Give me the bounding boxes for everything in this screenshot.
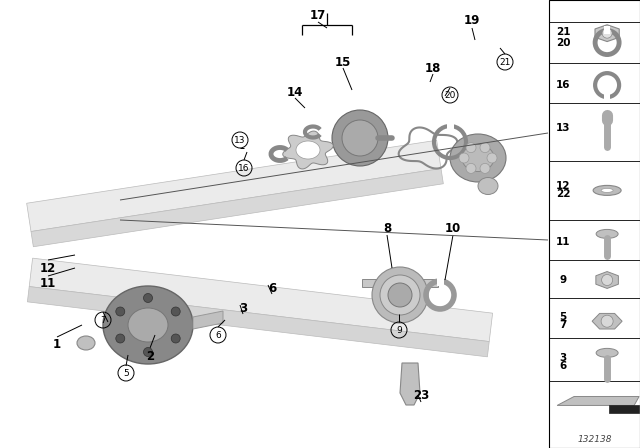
Ellipse shape — [450, 134, 506, 182]
Text: 7: 7 — [100, 315, 106, 324]
Ellipse shape — [103, 286, 193, 364]
Text: 11: 11 — [40, 276, 56, 289]
Polygon shape — [609, 405, 639, 413]
Text: 1: 1 — [53, 337, 61, 350]
Circle shape — [601, 315, 613, 327]
Circle shape — [380, 275, 420, 315]
Text: 18: 18 — [425, 61, 441, 74]
Circle shape — [388, 283, 412, 307]
Circle shape — [480, 142, 490, 153]
Text: 7: 7 — [559, 320, 567, 330]
Polygon shape — [29, 258, 493, 341]
Circle shape — [143, 293, 152, 302]
Bar — [549, 0, 640, 448]
Text: 17: 17 — [310, 9, 326, 22]
Text: 20: 20 — [556, 38, 570, 47]
Circle shape — [602, 275, 612, 285]
Circle shape — [116, 307, 125, 316]
Circle shape — [172, 334, 180, 343]
Text: 14: 14 — [287, 86, 303, 99]
Bar — [420, 279, 438, 287]
Text: 16: 16 — [238, 164, 250, 172]
Polygon shape — [283, 131, 333, 169]
Polygon shape — [296, 141, 320, 159]
Text: 5: 5 — [123, 369, 129, 378]
Text: 13: 13 — [556, 123, 570, 133]
Polygon shape — [596, 271, 618, 289]
Ellipse shape — [77, 336, 95, 350]
Bar — [437, 278, 444, 286]
Text: 10: 10 — [445, 221, 461, 234]
Text: 22: 22 — [556, 189, 570, 199]
Circle shape — [480, 164, 490, 173]
Ellipse shape — [478, 177, 498, 194]
Circle shape — [332, 110, 388, 166]
Text: 19: 19 — [464, 13, 480, 26]
Text: 21: 21 — [556, 27, 570, 37]
Polygon shape — [27, 140, 441, 232]
Text: 15: 15 — [335, 56, 351, 69]
Ellipse shape — [596, 349, 618, 358]
Text: 13: 13 — [234, 135, 246, 145]
Ellipse shape — [593, 185, 621, 195]
Polygon shape — [28, 287, 489, 357]
Circle shape — [602, 28, 612, 38]
Text: 6: 6 — [559, 362, 567, 371]
Text: 5: 5 — [559, 312, 567, 322]
Bar — [604, 26, 610, 34]
Polygon shape — [595, 25, 620, 42]
Text: 6: 6 — [215, 331, 221, 340]
Text: 20: 20 — [444, 90, 456, 99]
Text: 16: 16 — [556, 80, 570, 90]
Ellipse shape — [462, 145, 494, 172]
Text: 12: 12 — [40, 262, 56, 275]
Polygon shape — [400, 363, 420, 405]
Polygon shape — [592, 314, 622, 329]
Bar — [447, 123, 454, 131]
Polygon shape — [31, 168, 444, 247]
Text: 21: 21 — [499, 57, 511, 66]
Text: 3: 3 — [559, 353, 567, 363]
Circle shape — [143, 348, 152, 357]
Circle shape — [342, 120, 378, 156]
Text: 9: 9 — [559, 275, 566, 285]
Text: 8: 8 — [383, 221, 391, 234]
Polygon shape — [193, 311, 223, 329]
Text: 6: 6 — [268, 281, 276, 294]
Text: 11: 11 — [556, 237, 570, 247]
Circle shape — [172, 307, 180, 316]
Text: 2: 2 — [146, 349, 154, 362]
Circle shape — [116, 334, 125, 343]
Ellipse shape — [596, 229, 618, 238]
Ellipse shape — [601, 189, 613, 192]
Text: 132138: 132138 — [577, 435, 612, 444]
Text: 3: 3 — [239, 302, 247, 314]
Polygon shape — [557, 396, 639, 405]
Text: 12: 12 — [556, 181, 570, 191]
Ellipse shape — [128, 308, 168, 342]
Circle shape — [487, 153, 497, 163]
Bar — [362, 279, 380, 287]
Circle shape — [466, 164, 476, 173]
Bar — [604, 94, 610, 102]
Circle shape — [466, 142, 476, 153]
Text: 9: 9 — [396, 326, 402, 335]
Text: 23: 23 — [413, 388, 429, 401]
Circle shape — [459, 153, 469, 163]
Circle shape — [372, 267, 428, 323]
